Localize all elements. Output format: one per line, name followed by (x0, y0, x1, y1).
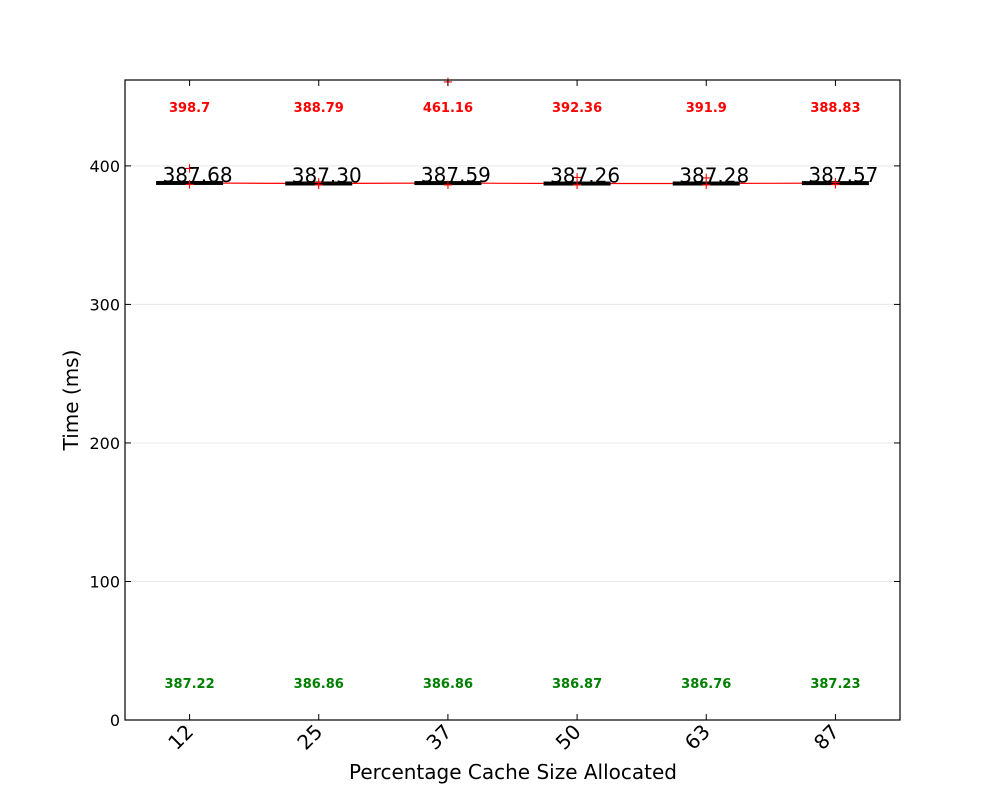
max-label: 392.36 (552, 101, 602, 116)
outlier-marker-max: + (701, 171, 712, 186)
min-label: 386.86 (423, 677, 473, 692)
median-label: 387.30 (292, 163, 362, 187)
max-label: 398.7 (169, 101, 210, 116)
plot-frame (124, 79, 901, 721)
outlier-marker-max: + (313, 175, 324, 190)
y-tick-label: 400 (89, 157, 120, 176)
min-label: 387.22 (164, 677, 214, 692)
outlier-marker-min: + (830, 178, 841, 193)
outlier-marker-max: + (572, 170, 583, 185)
outlier-marker-min: + (184, 178, 195, 193)
chart-marks: ++387.68398.7387.22++387.30388.79386.86+… (156, 75, 878, 692)
outlier-marker-min: + (313, 178, 324, 193)
outlier-marker-max: + (184, 162, 195, 177)
outlier-marker-min: + (442, 178, 453, 193)
y-tick-label: 100 (89, 572, 120, 591)
x-axis-label: Percentage Cache Size Allocated (349, 760, 677, 784)
median-label: 387.68 (163, 163, 233, 187)
min-label: 386.86 (294, 677, 344, 692)
y-tick-label: 300 (89, 295, 120, 314)
median-label: 387.59 (421, 163, 491, 187)
max-label: 391.9 (686, 101, 727, 116)
max-label: 388.83 (810, 101, 860, 116)
y-tick-label: 200 (89, 434, 120, 453)
median-label: 387.28 (679, 164, 749, 188)
y-axis-label: Time (ms) (59, 350, 83, 452)
min-label: 386.87 (552, 677, 602, 692)
outlier-marker-min: + (572, 178, 583, 193)
max-label: 461.16 (423, 101, 473, 116)
median-label: 387.57 (808, 163, 878, 187)
min-label: 386.76 (681, 677, 731, 692)
max-label: 388.79 (294, 101, 344, 116)
y-tick-label: 0 (110, 711, 120, 730)
min-label: 387.23 (810, 677, 860, 692)
outlier-marker-min: + (701, 178, 712, 193)
median-label: 387.26 (550, 164, 620, 188)
outlier-marker-max: + (830, 175, 841, 190)
